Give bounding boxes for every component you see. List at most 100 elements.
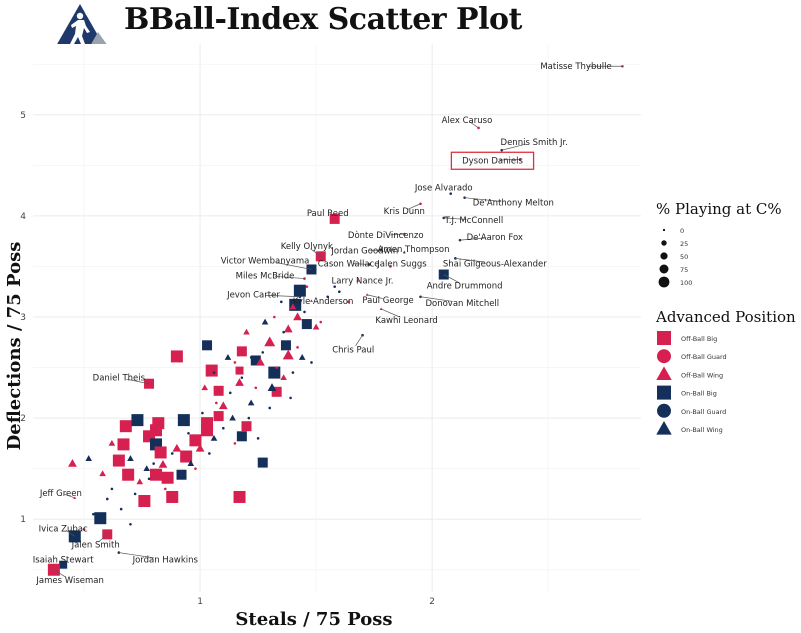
- data-point: [280, 374, 287, 381]
- leader-line: [118, 552, 154, 559]
- data-point: [82, 528, 86, 531]
- data-point: [85, 455, 92, 461]
- data-point-labeled: [303, 277, 306, 280]
- legend-size-label: 0: [680, 227, 684, 235]
- leader-line: [355, 334, 363, 346]
- leader-line: [276, 262, 312, 270]
- data-point: [241, 421, 252, 432]
- legend-size-label: 75: [680, 266, 688, 274]
- data-point: [68, 458, 77, 467]
- data-point: [129, 522, 132, 526]
- data-point: [201, 411, 204, 415]
- data-point: [177, 414, 190, 427]
- y-axis-title: Deflections / 75 Poss: [4, 242, 25, 451]
- point-label: Paul Reed: [307, 209, 349, 219]
- data-point: [201, 424, 214, 437]
- basketball-player-icon: [56, 4, 108, 46]
- data-point: [256, 437, 260, 440]
- y-tick-label: 4: [20, 212, 26, 222]
- legend-position-title: Advanced Position: [655, 308, 796, 326]
- data-point: [143, 465, 151, 472]
- data-point: [298, 353, 306, 360]
- data-point: [180, 450, 193, 463]
- point-label: Kawhi Leonard: [375, 316, 437, 326]
- data-point: [254, 386, 258, 390]
- data-point: [127, 455, 134, 461]
- data-point: [333, 285, 336, 288]
- point-label: Paul George: [362, 296, 413, 306]
- legend-size-key: [659, 264, 669, 274]
- data-point: [240, 376, 244, 379]
- legend-shape-key: [657, 349, 671, 364]
- point-label: Matisse Thybulle: [540, 62, 611, 72]
- leader-line: [367, 294, 383, 299]
- point-label: Kelly Olynyk: [281, 242, 333, 252]
- data-point: [282, 349, 294, 360]
- data-point: [235, 378, 244, 386]
- data-point-labeled: [402, 232, 406, 236]
- data-point: [261, 351, 265, 354]
- data-point: [187, 460, 195, 466]
- data-point: [310, 361, 313, 364]
- legend-size-title: % Playing at C%: [656, 200, 782, 218]
- axis-ticks: 1 2 3 4 5 1 2: [20, 111, 435, 607]
- data-point: [233, 490, 246, 503]
- leader-line: [459, 237, 487, 241]
- legend-size: % Playing at C% 0 25 50 75 100: [656, 200, 782, 288]
- data-point: [296, 346, 299, 349]
- point-label: Alex Caruso: [442, 116, 493, 126]
- data-point: [210, 434, 218, 441]
- data-point-labeled: [310, 299, 313, 302]
- y-tick-label: 5: [20, 111, 26, 121]
- data-point: [267, 383, 277, 391]
- point-label: De'Anthony Melton: [473, 199, 554, 209]
- data-point: [99, 470, 106, 477]
- data-point: [224, 353, 232, 360]
- leader-line: [380, 308, 401, 318]
- x-tick-label: 1: [197, 597, 203, 607]
- data-point: [293, 312, 302, 321]
- data-point: [138, 495, 151, 508]
- legend-position: Advanced Position Off-Ball Big Off-Ball G…: [655, 308, 796, 435]
- data-point: [149, 468, 162, 481]
- point-label: T.J. McConnell: [444, 216, 504, 226]
- data-point: [187, 431, 190, 435]
- data-point-labeled: [329, 213, 340, 224]
- data-point: [282, 330, 285, 334]
- data-point: [283, 324, 293, 333]
- leader-line: [499, 158, 521, 161]
- y-tick-label: 2: [20, 414, 26, 424]
- point-label: De'Aaron Fox: [467, 233, 523, 243]
- data-point: [202, 340, 213, 351]
- leader-line: [53, 569, 67, 578]
- data-point-labeled: [59, 560, 68, 569]
- point-label: Victor Wembanyama: [221, 256, 310, 266]
- leader-line: [310, 248, 321, 257]
- data-point: [280, 300, 283, 304]
- data-point: [221, 426, 225, 430]
- data-point-labeled: [368, 263, 371, 266]
- data-point: [172, 443, 182, 452]
- leader-line: [408, 203, 421, 210]
- legend-size-key: [662, 228, 666, 232]
- data-point: [312, 323, 320, 330]
- data-point: [180, 416, 183, 420]
- data-point: [152, 417, 165, 430]
- data-point: [105, 497, 109, 501]
- data-point: [194, 467, 197, 470]
- legend-shape-label: Off-Ball Big: [681, 335, 717, 343]
- point-label: Ivica Zubac: [39, 524, 88, 534]
- leader-line: [65, 530, 75, 537]
- data-point: [166, 490, 179, 503]
- point-label: Jordan Hawkins: [132, 556, 199, 566]
- data-point: [233, 361, 237, 364]
- data-point: [280, 340, 291, 351]
- data-point: [229, 414, 236, 421]
- data-point: [275, 366, 278, 369]
- leader-line: [64, 493, 75, 499]
- legend-shape-label: On-Ball Big: [681, 390, 717, 398]
- data-point: [94, 512, 107, 525]
- data-point: [338, 290, 341, 294]
- legend-size-key: [660, 252, 668, 260]
- x-tick-label: 2: [429, 597, 435, 607]
